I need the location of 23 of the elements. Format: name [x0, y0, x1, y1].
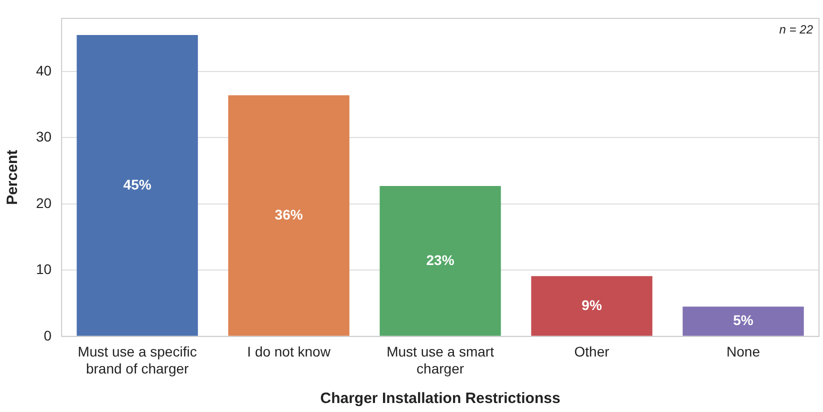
- data-label: 45%: [123, 176, 152, 192]
- y-axis-title: Percent: [4, 150, 22, 205]
- y-tick-label: 10: [36, 261, 52, 278]
- data-label: 36%: [274, 206, 304, 222]
- bar: [531, 276, 652, 336]
- x-tick-label: None: [726, 344, 760, 360]
- y-tick-label: 20: [36, 194, 52, 211]
- bar: [380, 186, 501, 336]
- x-tick-label: I do not know: [247, 344, 332, 360]
- bar: [76, 34, 198, 336]
- bar: [228, 95, 350, 336]
- data-label: 23%: [426, 252, 455, 268]
- data-label: 9%: [582, 296, 602, 313]
- x-axis-title: Charger Installation Restrictionss: [320, 390, 560, 408]
- annotation: n = 22: [779, 22, 814, 37]
- y-tick-label: 40: [36, 62, 52, 78]
- x-tick-label: Must use a specific brand of charger: [78, 344, 197, 376]
- y-tick-label: 0: [44, 327, 52, 344]
- x-tick-label: Other: [574, 344, 610, 360]
- data-label: 5%: [733, 312, 754, 328]
- bar: [682, 306, 804, 336]
- y-tick-label: 30: [36, 128, 52, 145]
- x-tick-label: Must use a smart charger: [386, 344, 494, 376]
